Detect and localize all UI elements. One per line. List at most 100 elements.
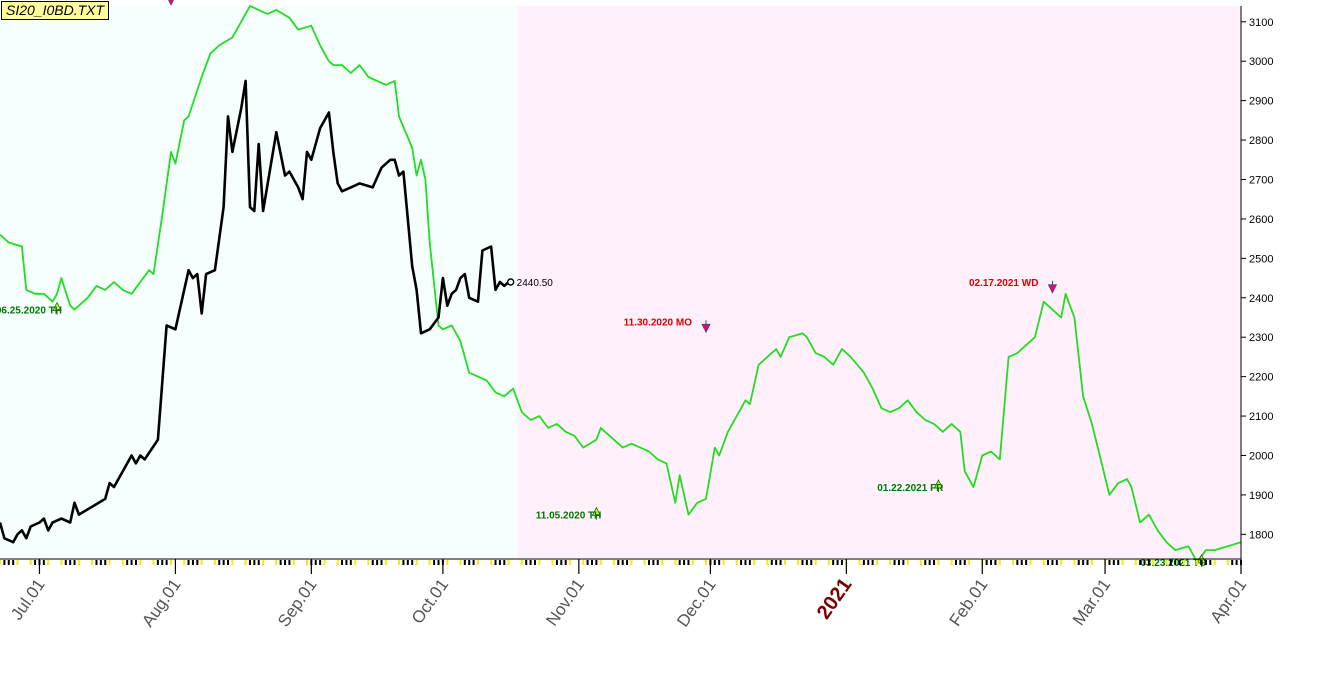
x-day-tick (525, 560, 528, 565)
x-day-tick (494, 560, 497, 565)
y-tick-label: 2500 (1249, 253, 1273, 265)
x-day-tick (678, 560, 681, 565)
x-day-tick (402, 560, 405, 565)
x-day-tick (1196, 560, 1199, 565)
x-day-tick (398, 560, 401, 565)
x-day-tick (586, 560, 589, 565)
x-day-tick (349, 560, 352, 565)
x-day-tick (950, 560, 953, 565)
y-tick-label: 2300 (1249, 332, 1273, 344)
x-day-tick (590, 560, 593, 565)
x-day-tick (47, 560, 50, 565)
x-day-tick (902, 560, 905, 565)
x-day-tick (213, 560, 216, 565)
x-day-tick (1204, 560, 1207, 565)
x-day-tick (705, 560, 708, 565)
x-day-tick (161, 560, 164, 565)
x-day-tick (744, 560, 747, 565)
x-day-tick (748, 560, 751, 565)
x-day-tick (1042, 560, 1045, 565)
x-day-tick (1226, 560, 1229, 565)
x-day-tick (476, 560, 479, 565)
y-tick-label: 3100 (1249, 17, 1273, 29)
x-day-tick (16, 560, 19, 565)
x-day-tick (1200, 560, 1203, 565)
x-month-label: Sep.01 (274, 575, 320, 630)
x-day-tick (42, 560, 45, 565)
x-day-tick (3, 560, 6, 565)
x-day-tick (248, 560, 251, 565)
x-day-tick (893, 560, 896, 565)
x-day-tick (994, 560, 997, 565)
x-day-tick (12, 560, 15, 565)
x-day-tick (630, 560, 633, 565)
x-day-tick (968, 560, 971, 565)
x-day-tick (498, 560, 501, 565)
x-day-tick (998, 560, 1001, 565)
x-day-tick (1121, 560, 1124, 565)
x-day-tick (196, 560, 199, 565)
x-day-tick (34, 560, 37, 565)
x-day-tick (376, 560, 379, 565)
x-day-tick (683, 560, 686, 565)
x-day-tick (713, 560, 716, 565)
x-day-tick (323, 560, 326, 565)
y-tick-label: 3000 (1249, 56, 1273, 68)
series-layer: 2440.50 (0, 5, 1242, 563)
x-day-tick (156, 560, 159, 565)
x-day-tick (1016, 560, 1019, 565)
x-day-tick (108, 560, 111, 565)
x-axis: Jul.01 Aug.01 Sep.01 Oct.01 Nov.01 Dec.01 2021… (0, 558, 1250, 630)
x-day-tick (889, 560, 892, 565)
x-day-tick (1082, 560, 1085, 565)
x-day-tick (371, 560, 374, 565)
x-day-tick (384, 560, 387, 565)
x-day-tick (380, 560, 383, 565)
x-day-tick (446, 560, 449, 565)
x-day-tick (735, 560, 738, 565)
x-day-tick (99, 560, 102, 565)
x-day-tick (1047, 560, 1050, 565)
x-day-tick (897, 560, 900, 565)
x-day-tick (766, 560, 769, 565)
x-day-tick (1143, 560, 1146, 565)
x-day-tick (279, 560, 282, 565)
y-tick-label: 2400 (1249, 293, 1273, 305)
x-day-tick (29, 560, 32, 565)
x-day-tick (538, 560, 541, 565)
last-price-label: 2440.50 (517, 278, 554, 289)
x-day-tick (104, 560, 107, 565)
x-day-tick (468, 560, 471, 565)
x-day-tick (262, 560, 265, 565)
y-tick-label: 2200 (1249, 372, 1273, 384)
x-day-tick (805, 560, 808, 565)
x-day-tick (284, 560, 287, 565)
x-day-tick (218, 560, 221, 565)
x-day-tick (810, 560, 813, 565)
x-day-tick (1051, 560, 1054, 565)
x-day-tick (652, 560, 655, 565)
trough-label: 01.22.2021 FR (877, 483, 944, 494)
x-day-tick (1029, 560, 1032, 565)
trough-label: 03.23.2021 TU (1140, 558, 1206, 569)
x-day-tick (775, 560, 778, 565)
x-month-label: Feb.01 (946, 575, 992, 629)
x-month-label: Dec.01 (673, 575, 719, 630)
x-day-tick (770, 560, 773, 565)
x-day-tick (60, 560, 63, 565)
x-day-tick (1182, 560, 1185, 565)
x-day-tick (687, 560, 690, 565)
peak-marker-icon (168, 0, 174, 6)
x-day-tick (91, 560, 94, 565)
x-day-tick (1165, 560, 1168, 565)
x-day-tick (1209, 560, 1212, 565)
y-tick-label: 2000 (1249, 450, 1273, 462)
forecast-background (517, 6, 1241, 558)
x-day-tick (599, 560, 602, 565)
x-day-tick (779, 560, 782, 565)
x-year-label: 2021 (813, 574, 857, 623)
x-day-tick (1025, 560, 1028, 565)
x-day-tick (406, 560, 409, 565)
x-day-tick (582, 560, 585, 565)
x-day-tick (529, 560, 532, 565)
